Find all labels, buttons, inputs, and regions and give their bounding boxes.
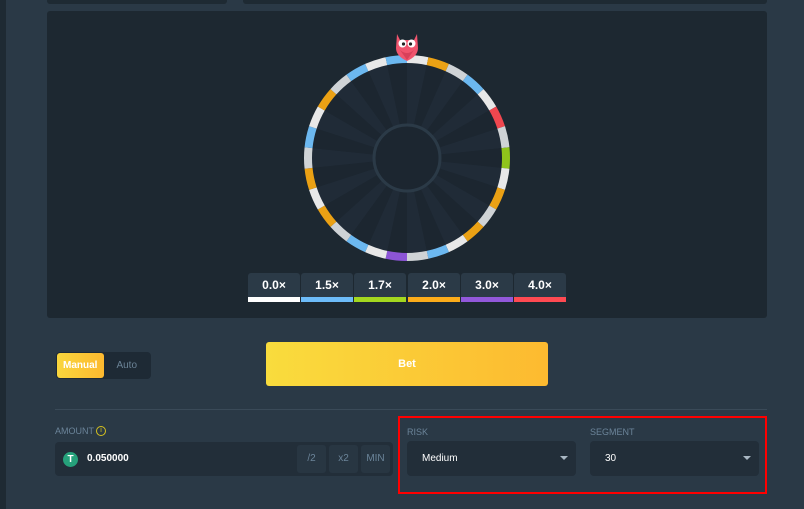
sidebar <box>0 0 6 509</box>
wheel-segment-orange <box>317 205 337 227</box>
multiplier-label: 1.7× <box>368 278 392 292</box>
wheel-segment-white <box>365 244 388 259</box>
wheel-segment-white <box>330 221 352 242</box>
bet-button[interactable]: Bet <box>266 342 548 386</box>
wheel-segment-white <box>309 106 325 129</box>
wheel-segment-white <box>497 126 510 149</box>
amount-label: AMOUNT <box>55 426 94 436</box>
multiplier-label: 3.0× <box>475 278 499 292</box>
segment-value: 30 <box>605 453 617 464</box>
wheel-center <box>372 123 442 193</box>
multiplier-legend-item: 1.5× <box>301 273 353 302</box>
wheel-sector <box>407 148 502 168</box>
risk-label: RISK <box>407 427 429 437</box>
tether-icon: T <box>63 452 78 467</box>
multiplier-legend-item: 2.0× <box>408 273 460 302</box>
info-icon[interactable]: i <box>96 426 106 436</box>
multiplier-legend-item: 3.0× <box>461 273 513 302</box>
wheel-segment-white <box>406 250 429 261</box>
multiplier-label: 4.0× <box>528 278 552 292</box>
owl-icon <box>396 34 418 61</box>
wheel-segment-white <box>477 205 497 227</box>
half-button[interactable]: /2 <box>297 445 326 473</box>
amount-value[interactable]: 0.050000 <box>87 453 129 464</box>
divider <box>55 409 767 410</box>
wheel-segment-white <box>477 89 497 111</box>
segment-label: SEGMENT <box>590 427 635 437</box>
multiplier-color-bar <box>461 297 513 302</box>
multiplier-color-bar <box>248 297 300 302</box>
min-button[interactable]: MIN <box>361 445 390 473</box>
wheel-segment-orange <box>462 221 484 242</box>
wheel-segment-green <box>501 147 510 169</box>
multiplier-legend-item: 1.7× <box>354 273 406 302</box>
top-panel-right <box>243 0 767 4</box>
auto-tab[interactable]: Auto <box>116 360 138 371</box>
double-button[interactable]: x2 <box>329 445 358 473</box>
multiplier-label: 2.0× <box>422 278 446 292</box>
risk-select[interactable]: Medium <box>407 441 576 476</box>
wheel <box>304 34 510 261</box>
multiplier-color-bar <box>408 297 460 302</box>
wheel-segment-orange <box>317 89 337 111</box>
wheel-segment-white <box>497 167 510 190</box>
wheel-segment-white <box>330 74 352 95</box>
wheel-segment-white <box>445 63 468 82</box>
multiplier-legend-item: 0.0× <box>248 273 300 302</box>
wheel-segment-blue <box>346 63 369 82</box>
wheel-segment-white <box>304 147 313 169</box>
multiplier-legend-item: 4.0× <box>514 273 566 302</box>
multiplier-color-bar <box>514 297 566 302</box>
wheel-segment-orange <box>489 187 505 210</box>
mode-toggle: Manual Auto <box>56 352 151 379</box>
wheel-segment-purple <box>385 250 408 261</box>
wheel-segment-orange <box>304 167 317 190</box>
segment-select[interactable]: 30 <box>590 441 759 476</box>
top-panel-left <box>47 0 227 4</box>
wheel-segment-white <box>445 234 468 253</box>
multiplier-color-bar <box>301 297 353 302</box>
wheel-segment-blue <box>426 244 449 259</box>
multiplier-color-bar <box>354 297 406 302</box>
wheel-segment-white <box>309 187 325 210</box>
chevron-down-icon <box>743 456 751 460</box>
amount-label-row: AMOUNT i <box>55 426 106 436</box>
highlight-box <box>398 416 767 494</box>
wheel-segment-blue <box>346 234 369 253</box>
wheel-segment-blue <box>304 126 317 149</box>
wheel-segment-red <box>489 106 505 129</box>
risk-value: Medium <box>422 453 458 464</box>
multiplier-label: 1.5× <box>315 278 339 292</box>
manual-tab[interactable]: Manual <box>57 353 104 378</box>
multiplier-label: 0.0× <box>262 278 286 292</box>
wheel-segment-orange <box>426 57 449 72</box>
wheel-sector <box>312 148 407 168</box>
amount-input[interactable]: T 0.050000 /2 x2 MIN <box>55 442 393 476</box>
chevron-down-icon <box>560 456 568 460</box>
wheel-segment-blue <box>462 74 484 95</box>
wheel-segment-white <box>365 57 388 72</box>
